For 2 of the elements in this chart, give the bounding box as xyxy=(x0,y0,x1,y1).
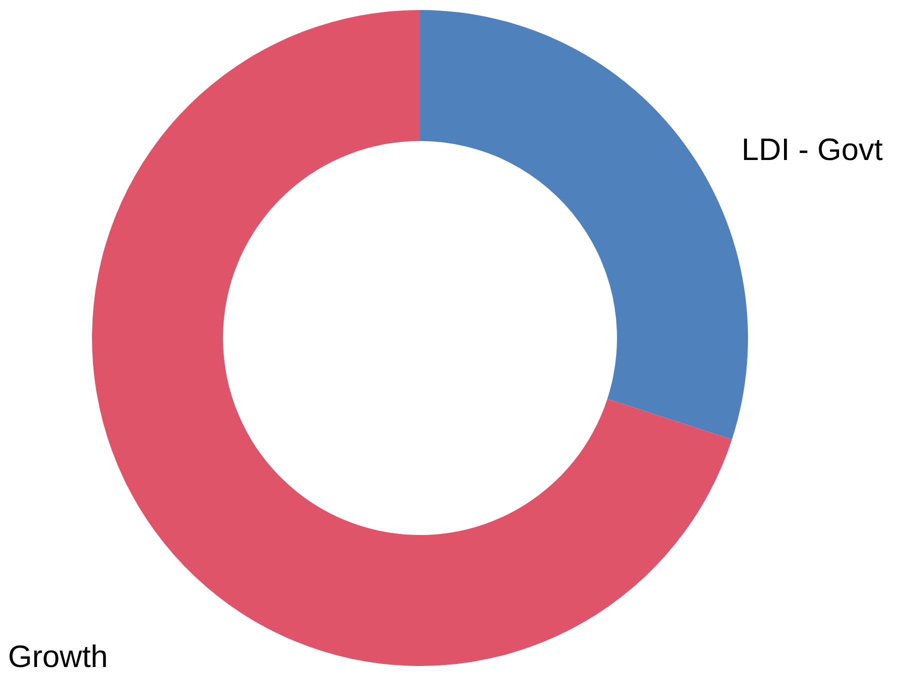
slice-label: LDI - Govt xyxy=(742,132,884,167)
slice-label: Growth xyxy=(8,639,108,674)
